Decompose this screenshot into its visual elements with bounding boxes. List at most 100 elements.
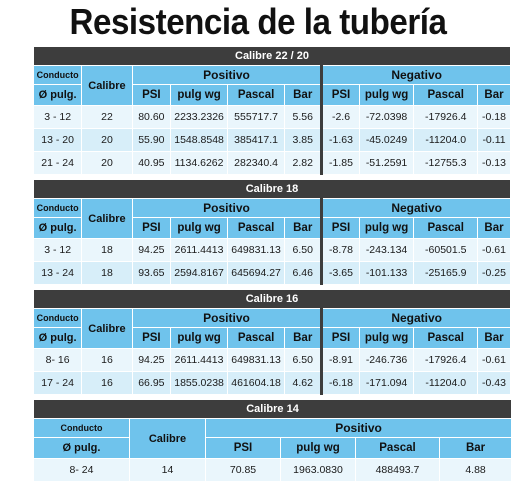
positive-bar-cell: 6.50 [284,238,323,262]
conducto-cell: 21 - 24 [32,151,83,175]
negative-psi-cell: -8.78 [320,238,360,262]
positivo-header: Positivo [204,418,513,438]
resistance-table-calibre-14: Calibre 14 Conducto Calibre Positivo Ø p… [32,399,513,482]
positive-psi-cell: 80.60 [131,105,172,129]
pascal-header: Pascal [227,217,286,239]
calibre-header: Calibre [81,65,133,106]
positive-pulg-wg-cell: 2233.2326 [170,105,229,129]
positive-pascal-cell: 385417.1 [227,128,286,152]
negative-pulg-wg-cell: -246.736 [358,348,415,372]
calibre-cell: 18 [81,238,133,262]
positive-pascal-cell: 645694.27 [227,261,286,285]
negative-pulg-wg-cell: -45.0249 [358,128,415,152]
negative-pascal-cell: -60501.5 [413,238,479,262]
positive-bar-cell: 6.46 [284,261,323,285]
calibre-header: Calibre [81,198,133,239]
diameter-header: Ø pulg. [32,327,83,349]
psi-header: PSI [131,84,172,106]
conducto-cell: 8- 16 [32,348,83,372]
pulg-wg-header: pulg wg [170,327,229,349]
table-row: 13 - 24 18 93.65 2594.8167 645694.27 6.46 -3.6… [32,261,511,285]
negative-pascal-cell: -12755.3 [413,151,479,175]
positive-bar-cell: 3.85 [284,128,323,152]
pulg-wg-header: pulg wg [170,217,229,239]
resistance-tables: Calibre 22 / 20 Conducto Calibre Positivo Ne… [32,46,513,482]
positive-psi-cell: 94.25 [131,348,172,372]
positive-pulg-wg-cell: 1855.0238 [170,371,229,395]
negative-psi-cell: -8.91 [320,348,360,372]
table-row: 3 - 12 18 94.25 2611.4413 649831.13 6.50 -8.78… [32,238,511,262]
calibre-cell: 22 [81,105,133,129]
table-row: 13 - 20 20 55.90 1548.8548 385417.1 3.85 -1.63… [32,128,511,152]
diameter-header: Ø pulg. [33,437,130,459]
psi-header: PSI [320,84,360,106]
psi-header: PSI [131,327,172,349]
negative-bar-cell: -0.18 [477,105,511,129]
bar-header: Bar [477,327,511,349]
diameter-header: Ø pulg. [32,84,83,106]
positive-bar-cell: 2.82 [284,151,323,175]
conducto-header: Conducto [32,65,83,85]
pascal-header: Pascal [413,217,479,239]
pascal-header: Pascal [227,327,286,349]
negative-pulg-wg-cell: -101.133 [358,261,415,285]
section-heading: Calibre 22 / 20 [33,46,511,66]
negative-bar-cell: -0.61 [477,238,511,262]
negative-pascal-cell: -17926.4 [413,348,479,372]
section-heading: Calibre 14 [32,399,513,419]
conducto-cell: 8- 24 [33,458,130,482]
positive-psi-cell: 55.90 [131,128,172,152]
pulg-wg-header: pulg wg [358,217,415,239]
bar-header: Bar [284,217,323,239]
calibre-cell: 14 [129,458,206,482]
negative-psi-cell: -6.18 [320,371,360,395]
positive-bar-cell: 6.50 [284,348,323,372]
positive-pascal-cell: 555717.7 [227,105,286,129]
bar-header: Bar [438,437,513,459]
psi-header: PSI [131,217,172,239]
pulg-wg-header: pulg wg [280,437,356,459]
pulg-wg-cell: 1963.0830 [280,458,356,482]
negative-psi-cell: -1.85 [320,151,360,175]
table-row: 3 - 12 22 80.60 2233.2326 555717.7 5.56 -2.6 -7… [32,105,511,129]
bar-header: Bar [284,327,323,349]
negative-bar-cell: -0.25 [477,261,511,285]
negative-pulg-wg-cell: -72.0398 [358,105,415,129]
pulg-wg-header: pulg wg [358,84,415,106]
positivo-header: Positivo [131,198,323,218]
negative-psi-cell: -3.65 [320,261,360,285]
positive-psi-cell: 40.95 [131,151,172,175]
bar-header: Bar [284,84,323,106]
bar-header: Bar [477,84,511,106]
positivo-header: Positivo [131,308,323,328]
positive-pascal-cell: 461604.18 [227,371,286,395]
conducto-header: Conducto [33,418,130,438]
calibre-cell: 16 [81,371,133,395]
calibre-cell: 18 [81,261,133,285]
positive-psi-cell: 93.65 [131,261,172,285]
negative-bar-cell: -0.13 [477,151,511,175]
negative-bar-cell: -0.43 [477,371,511,395]
conducto-cell: 3 - 12 [32,105,83,129]
pascal-header: Pascal [413,327,479,349]
negative-pulg-wg-cell: -243.134 [358,238,415,262]
section-heading: Calibre 16 [33,289,511,309]
conducto-header: Conducto [32,198,83,218]
positive-pulg-wg-cell: 2611.4413 [170,238,229,262]
negative-pascal-cell: -17926.4 [413,105,479,129]
psi-cell: 70.85 [205,458,281,482]
table-row: 21 - 24 20 40.95 1134.6262 282340.4 2.82 -1.85… [32,151,511,175]
positive-pulg-wg-cell: 1548.8548 [170,128,229,152]
psi-header: PSI [320,217,360,239]
negative-pulg-wg-cell: -171.094 [358,371,415,395]
psi-header: PSI [320,327,360,349]
pascal-header: Pascal [227,84,286,106]
calibre-header: Calibre [81,308,133,349]
pulg-wg-header: pulg wg [170,84,229,106]
negative-psi-cell: -1.63 [320,128,360,152]
section-heading: Calibre 18 [33,179,511,199]
calibre-cell: 20 [81,151,133,175]
negative-psi-cell: -2.6 [320,105,360,129]
positive-bar-cell: 5.56 [284,105,323,129]
positive-pulg-wg-cell: 1134.6262 [170,151,229,175]
